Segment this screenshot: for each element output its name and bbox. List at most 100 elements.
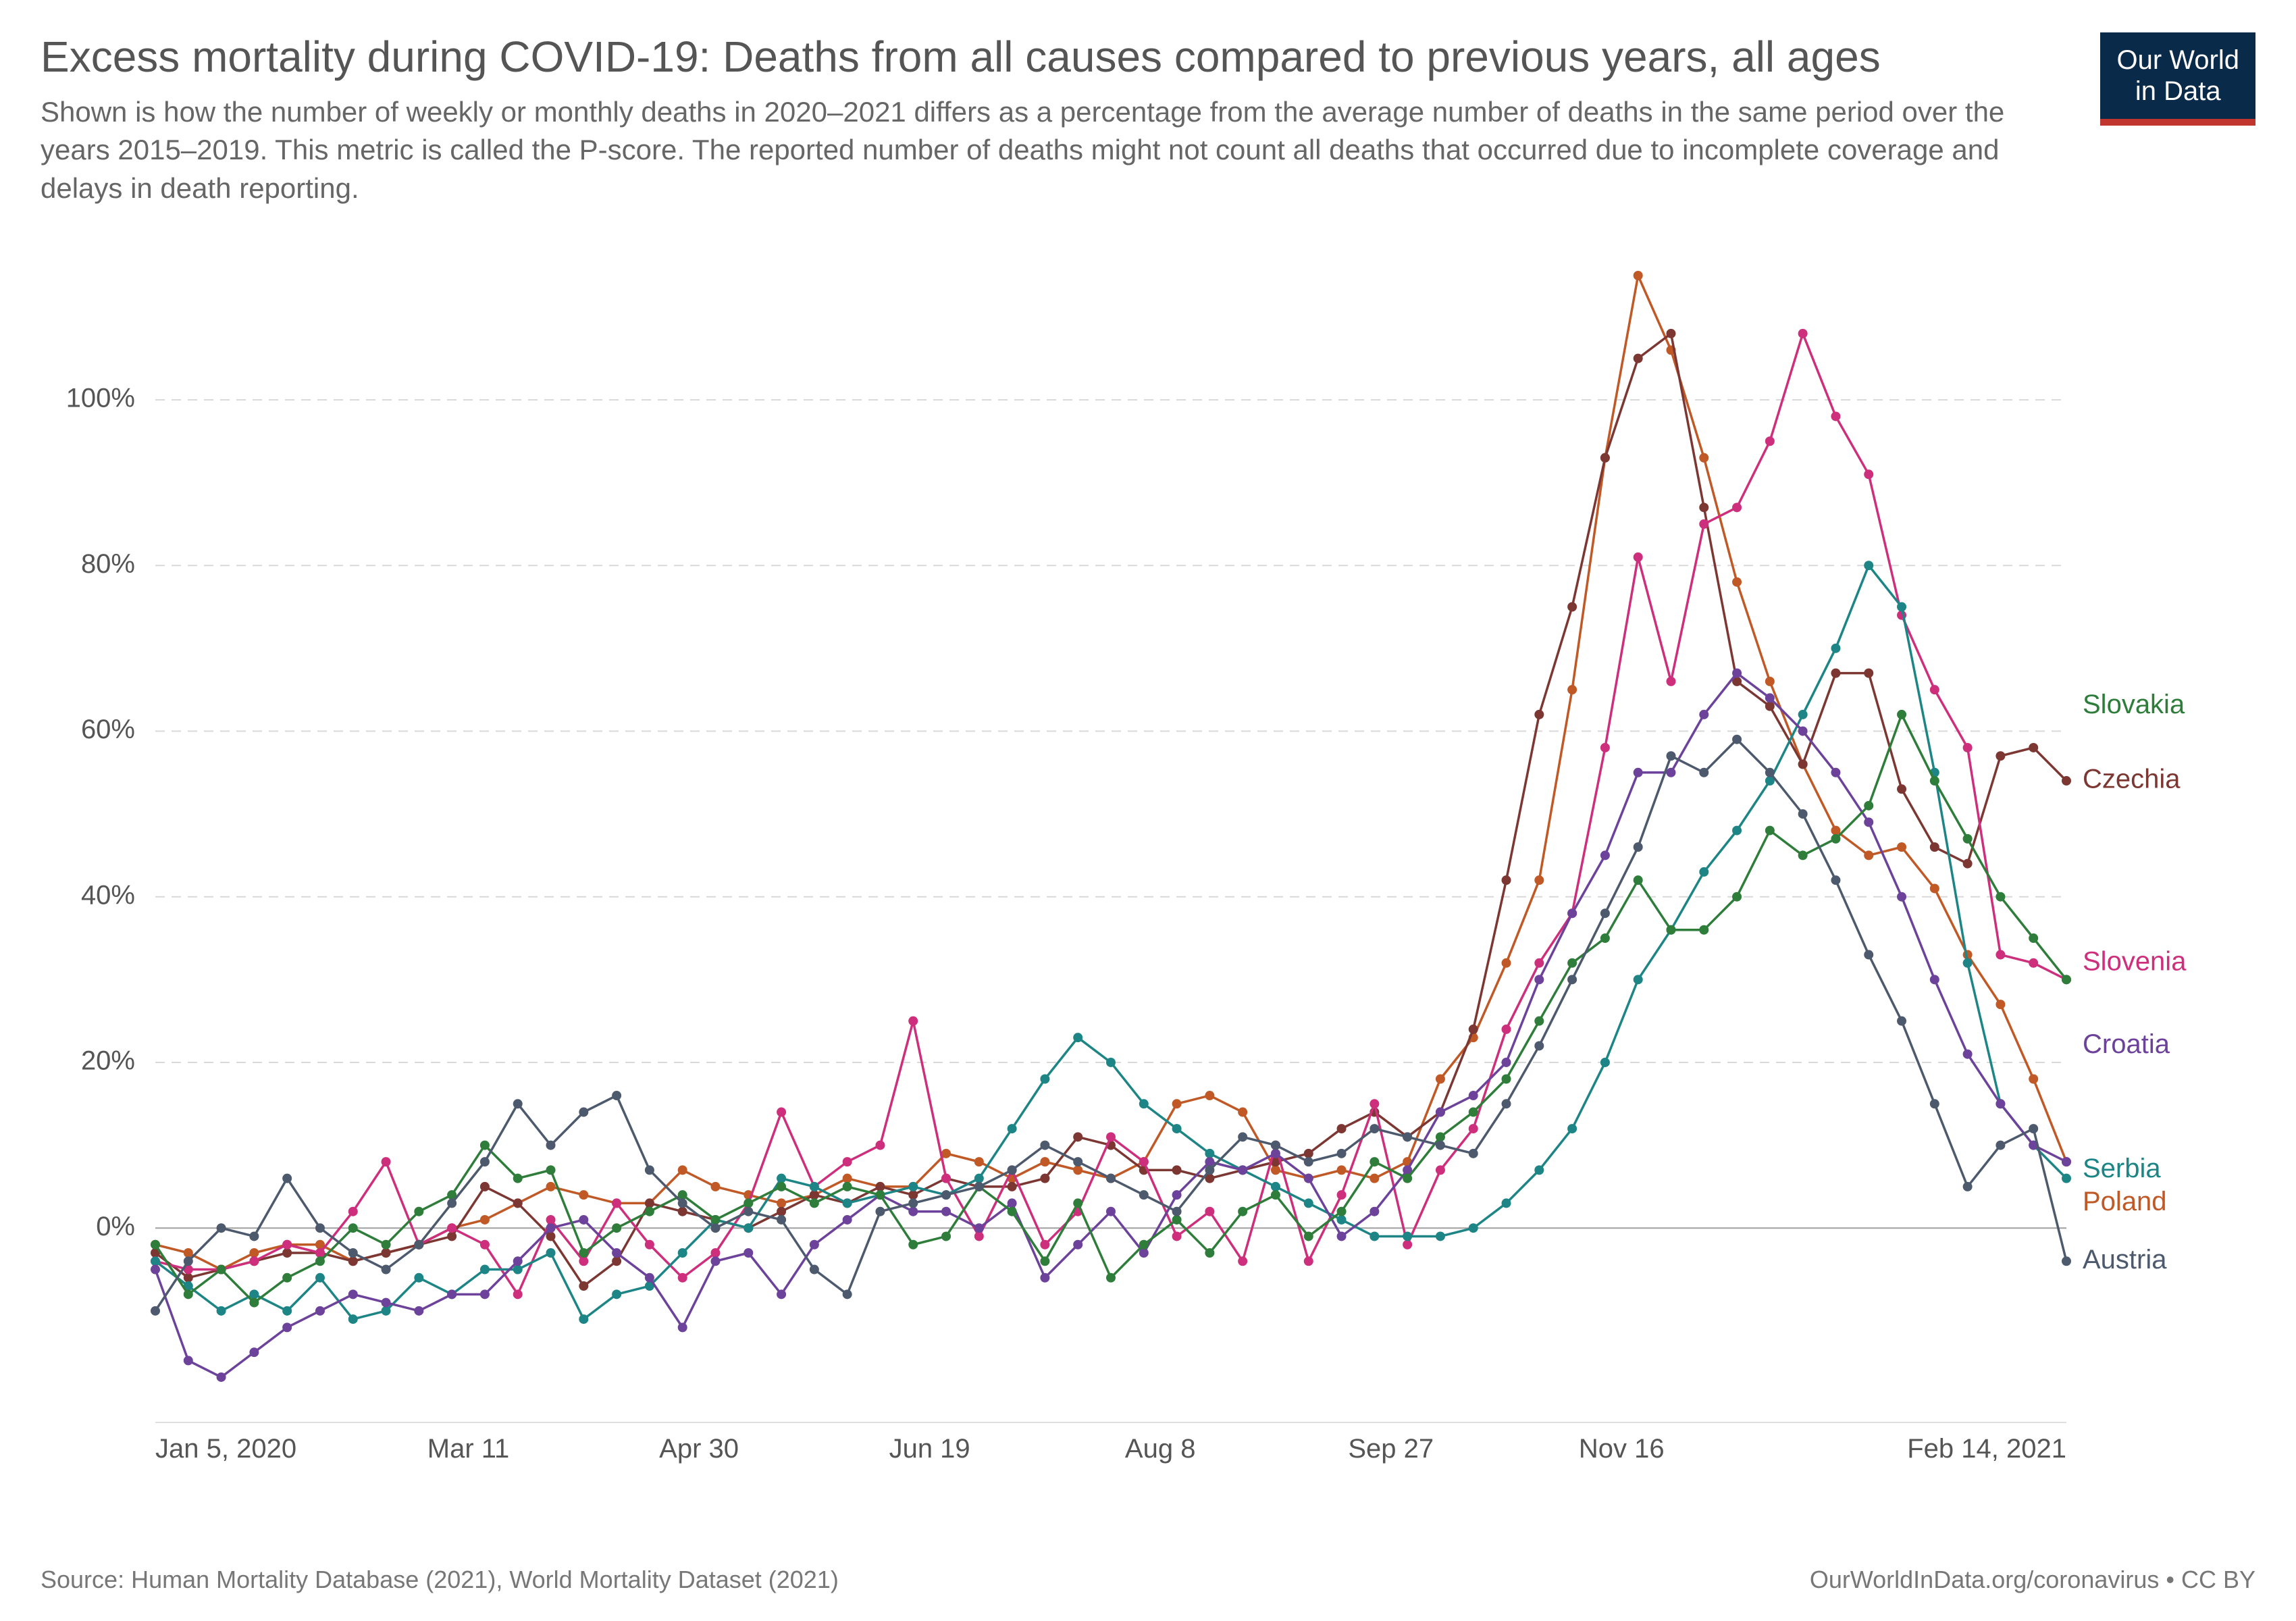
- series-marker: [1930, 685, 1939, 694]
- series-marker: [743, 1248, 753, 1258]
- series-marker: [612, 1256, 621, 1266]
- series-marker: [743, 1198, 753, 1208]
- series-marker: [1864, 817, 1873, 827]
- y-axis-label: 100%: [66, 383, 135, 413]
- series-marker: [151, 1256, 160, 1266]
- series-marker: [678, 1198, 687, 1208]
- series-marker: [1238, 1107, 1247, 1116]
- series-line: [155, 333, 2066, 1293]
- series-marker: [1963, 1182, 1973, 1191]
- series-marker: [1831, 875, 1840, 885]
- series-marker: [2029, 933, 2038, 943]
- series-marker: [1139, 1157, 1149, 1166]
- series-marker: [1534, 1165, 1544, 1175]
- series-marker: [1634, 767, 1643, 777]
- series-marker: [1930, 842, 1939, 852]
- x-axis-label: Mar 11: [427, 1434, 510, 1464]
- series-marker: [348, 1314, 358, 1324]
- series-marker: [151, 1239, 160, 1249]
- x-axis-label: Feb 14, 2021: [1907, 1434, 2066, 1464]
- series-marker: [1798, 328, 1808, 338]
- series-marker: [1995, 1000, 2005, 1009]
- header-text: Excess mortality during COVID-19: Deaths…: [41, 32, 2073, 208]
- series-marker: [1469, 1107, 1478, 1116]
- series-marker: [1831, 834, 1840, 844]
- series-marker: [579, 1190, 588, 1200]
- series-marker: [810, 1198, 819, 1208]
- series-marker: [710, 1223, 720, 1233]
- series-marker: [1238, 1256, 1247, 1266]
- series-marker: [282, 1306, 292, 1316]
- series-marker: [480, 1157, 490, 1166]
- series-marker: [1436, 1140, 1445, 1150]
- x-axis-label: Jun 19: [889, 1434, 970, 1464]
- x-axis-label: Jan 5, 2020: [155, 1434, 296, 1464]
- series-marker: [1567, 958, 1577, 967]
- series-marker: [1369, 1124, 1379, 1133]
- series-marker: [1534, 875, 1544, 885]
- series-label: Serbia: [2083, 1154, 2161, 1183]
- logo-line-1: Our World: [2116, 45, 2239, 76]
- series-marker: [1205, 1149, 1214, 1158]
- series-marker: [1337, 1149, 1347, 1158]
- series-marker: [1930, 883, 1939, 893]
- chart-area-wrap: 0%20%40%60%80%100%Jan 5, 2020Mar 11Apr 3…: [41, 249, 2255, 1522]
- series-marker: [2062, 1173, 2071, 1183]
- series-marker: [1600, 453, 1610, 462]
- series-marker: [513, 1173, 523, 1183]
- series-marker: [1271, 1165, 1280, 1175]
- series-marker: [480, 1215, 490, 1225]
- series-marker: [1699, 503, 1708, 512]
- series-marker: [447, 1223, 456, 1233]
- series-marker: [1600, 850, 1610, 860]
- series-marker: [777, 1107, 786, 1116]
- series-marker: [1337, 1124, 1347, 1133]
- series-marker: [2029, 743, 2038, 752]
- series-marker: [645, 1165, 654, 1175]
- series-marker: [1963, 743, 1973, 752]
- series-marker: [282, 1272, 292, 1282]
- series-marker: [908, 1016, 918, 1025]
- series-marker: [1699, 519, 1708, 529]
- series-marker: [1732, 503, 1742, 512]
- series-marker: [217, 1264, 226, 1274]
- series-marker: [1897, 710, 1906, 719]
- series-marker: [1995, 950, 2005, 959]
- series-marker: [1139, 1099, 1149, 1108]
- series-marker: [184, 1272, 193, 1282]
- series-marker: [612, 1223, 621, 1233]
- series-marker: [1337, 1215, 1347, 1225]
- series-marker: [1369, 1099, 1379, 1108]
- series-marker: [1864, 469, 1873, 479]
- series-marker: [447, 1289, 456, 1299]
- series-marker: [1008, 1198, 1017, 1208]
- attribution-text: OurWorldInData.org/coronavirus • CC BY: [1810, 1566, 2255, 1594]
- series-marker: [1205, 1206, 1214, 1216]
- series-marker: [1897, 1016, 1906, 1025]
- y-axis-label: 0%: [96, 1211, 135, 1241]
- series-marker: [546, 1248, 556, 1258]
- series-marker: [1040, 1239, 1049, 1249]
- series-marker: [1798, 710, 1808, 719]
- y-axis-label: 80%: [81, 548, 135, 578]
- series-marker: [414, 1306, 423, 1316]
- series-marker: [348, 1289, 358, 1299]
- source-text: Source: Human Mortality Database (2021),…: [41, 1566, 839, 1594]
- series-marker: [249, 1248, 259, 1258]
- series-marker: [1502, 958, 1511, 967]
- series-marker: [1106, 1058, 1116, 1067]
- series-marker: [1831, 643, 1840, 652]
- series-marker: [1205, 1091, 1214, 1100]
- series-marker: [1634, 975, 1643, 984]
- series-marker: [315, 1272, 325, 1282]
- series-marker: [974, 1231, 984, 1241]
- series-marker: [1600, 743, 1610, 752]
- series-marker: [2062, 1256, 2071, 1266]
- series-marker: [743, 1206, 753, 1216]
- series-marker: [513, 1198, 523, 1208]
- series-marker: [1995, 1140, 2005, 1150]
- series-marker: [1634, 271, 1643, 280]
- y-axis-label: 40%: [81, 880, 135, 910]
- series-marker: [1403, 1173, 1412, 1183]
- series-marker: [1369, 1206, 1379, 1216]
